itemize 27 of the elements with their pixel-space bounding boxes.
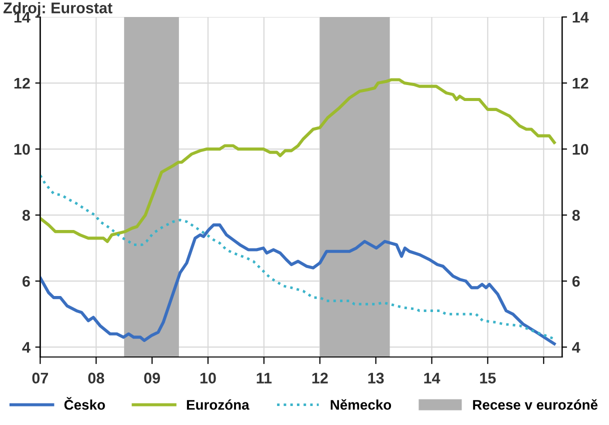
line-series — [40, 223, 556, 346]
legend-label: Recese v eurozóně — [473, 399, 598, 410]
y2-tick-label: 10 — [572, 144, 588, 155]
x-tick-label: 11 — [256, 372, 272, 384]
y-tick-label: 6 — [22, 276, 30, 287]
line-series — [40, 174, 556, 340]
legend-label: Německo — [330, 399, 392, 410]
y2-tick-label: 8 — [572, 210, 580, 221]
x-tick-label: 13 — [368, 372, 384, 384]
y2-tick-label: 6 — [572, 276, 580, 287]
x-tick-label: 10 — [200, 372, 216, 384]
x-tick-label: 07 — [32, 372, 48, 384]
line-series — [40, 78, 556, 243]
x-tick-label: 14 — [424, 372, 440, 384]
legend-label: Česko — [64, 397, 105, 410]
x-tick-label: 09 — [144, 372, 160, 384]
y2-tick-label: 12 — [572, 78, 588, 89]
y-tick-label: 8 — [22, 210, 30, 221]
y-tick-label: 12 — [14, 78, 30, 89]
x-tick-label: 08 — [88, 372, 104, 384]
y2-tick-label: 4 — [572, 342, 580, 353]
y-tick-label: 10 — [14, 144, 30, 155]
x-tick-label: 15 — [480, 372, 496, 384]
x-tick-label: 12 — [312, 372, 328, 384]
y-tick-label: 4 — [22, 342, 30, 353]
legend-label: Eurozóna — [186, 399, 250, 410]
y2-tick-label: 14 — [572, 12, 589, 23]
